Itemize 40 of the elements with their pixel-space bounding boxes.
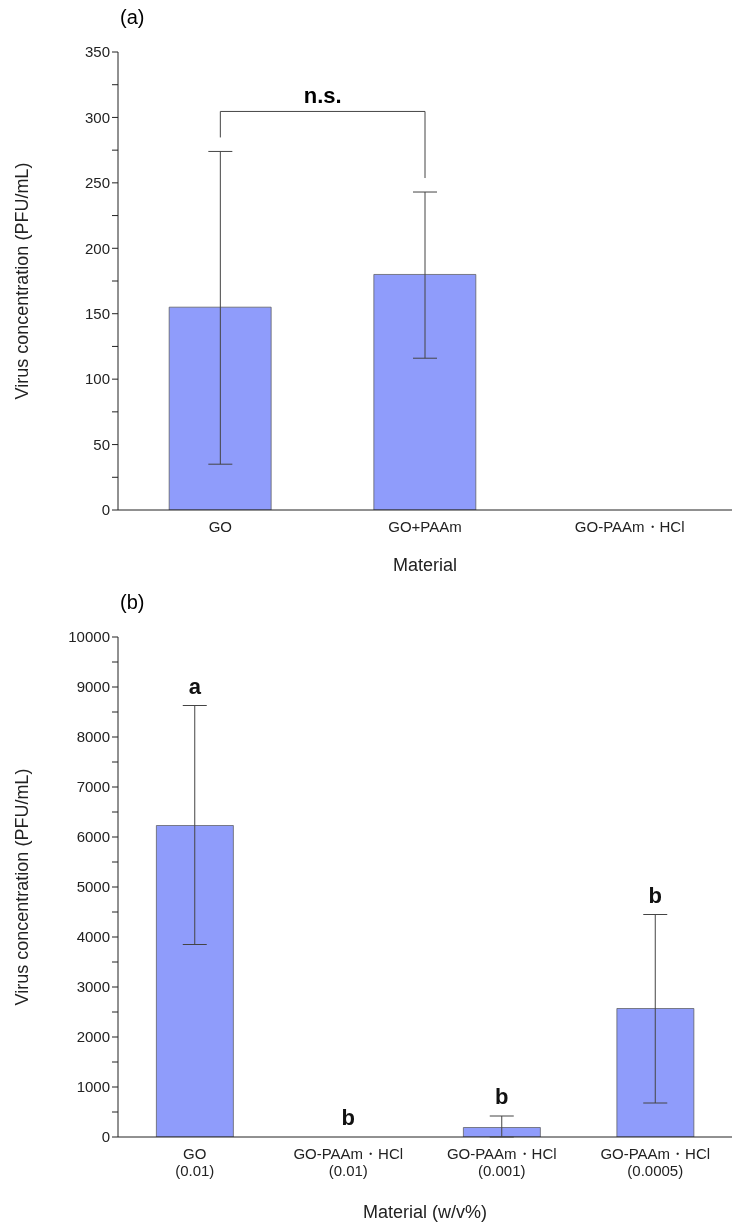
annotation: b [495,1084,509,1109]
x-axis-title: Material [392,555,458,575]
y-tick-label: 150 [84,305,110,323]
y-tick-label: 5000 [76,878,110,896]
y-tick-label: 7000 [76,778,110,796]
y-tick-label: 10000 [68,628,110,646]
y-tick-label: 3000 [76,978,110,996]
y-tick-label: 1000 [76,1078,110,1096]
y-axis-title: Virus concentration (PFU/mL) [12,162,33,400]
y-tick-label: 8000 [76,728,110,746]
y-tick-label: 350 [84,43,110,61]
y-tick-label: 200 [84,239,110,257]
x-tick-label: GO [208,518,233,535]
y-tick-label: 6000 [76,828,110,846]
y-tick-label: 4000 [76,928,110,946]
y-tick-label: 250 [84,174,110,192]
y-tick-label: 9000 [76,678,110,696]
chart-title: (a) [120,6,145,29]
y-tick-label: 300 [84,108,110,126]
x-tick-label: GO-PAAm・HCl (0.01) [293,1145,404,1179]
x-axis-title: Material (w/v%) [362,1202,488,1222]
x-tick-label: GO-PAAm・HCl [574,518,685,535]
y-axis-title: Virus concentration (PFU/mL) [12,768,33,1006]
x-tick-label: GO (0.01) [175,1145,215,1179]
bar [156,825,234,1137]
y-tick-label: 0 [101,501,110,519]
bar [616,1008,695,1137]
x-tick-label: GO+PAAm [388,518,462,535]
annotation: b [341,1105,355,1130]
annotation: a [188,673,202,699]
annotation: n.s. [303,83,342,109]
x-tick-label: GO-PAAm・HCl (0.0005) [600,1145,711,1179]
y-tick-label: 50 [93,435,110,453]
annotation: b [648,882,662,908]
chart-title: (b) [120,591,145,614]
bar [463,1127,541,1137]
y-tick-label: 2000 [76,1028,110,1046]
x-tick-label: GO-PAAm・HCl (0.001) [446,1145,557,1179]
y-tick-label: 0 [101,1128,110,1146]
y-tick-label: 100 [84,370,110,388]
